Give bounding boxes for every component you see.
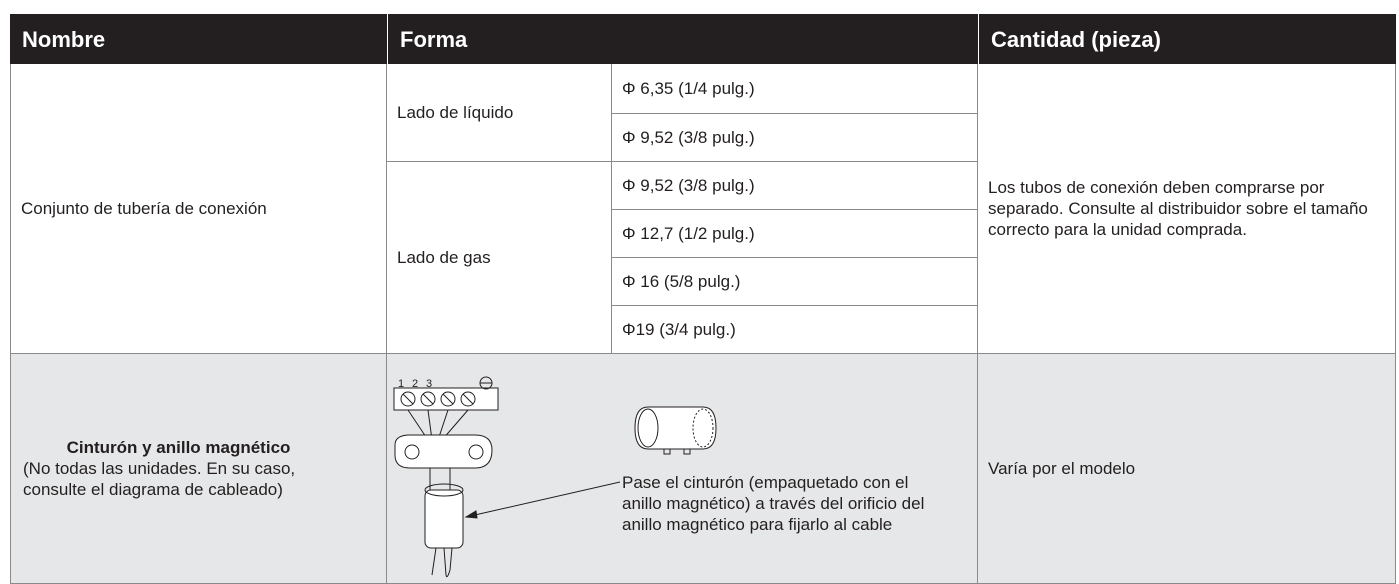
size-cell: Φ 9,52 (3/8 pulg.) [612, 162, 978, 210]
cable [429, 468, 451, 490]
form-text: Pase el cinturón (empaquetado con el ani… [622, 473, 925, 534]
arrow [465, 481, 621, 518]
magnetic-ring [424, 489, 464, 549]
header-cell: Cantidad (pieza) [978, 14, 1396, 64]
header-cell: Forma [387, 14, 978, 64]
quantity-cell: Varía por el modelo [978, 354, 1396, 584]
name-cell: Conjunto de tubería de conexión [10, 64, 387, 354]
side-cell: Lado de gas [387, 162, 612, 354]
wires [407, 409, 469, 441]
item-name: Cinturón y anillo magnético [66, 438, 291, 457]
header-cell: Nombre [10, 14, 387, 64]
cable-end [431, 547, 453, 578]
side-cell: Lado de líquido [387, 64, 612, 162]
terminal-block [393, 387, 499, 411]
name-cell: Cinturón y anillo magnético (No todas la… [10, 354, 387, 584]
terminal-label: 3 [426, 378, 432, 390]
size-cell: Φ 6,35 (1/4 pulg.) [612, 64, 978, 114]
item-note: (No todas las unidades. En su caso, cons… [23, 459, 296, 499]
ring-icon [634, 406, 717, 450]
size-cell: Φ19 (3/4 pulg.) [612, 306, 978, 354]
grommet [394, 434, 493, 469]
size-cell: Φ 12,7 (1/2 pulg.) [612, 210, 978, 258]
terminal-label: 1 [398, 378, 404, 390]
terminals [400, 376, 493, 407]
quantity-cell: Los tubos de conexión deben comprarse po… [978, 64, 1396, 354]
terminal-label: 2 [412, 378, 418, 390]
size-cell: Φ 16 (5/8 pulg.) [612, 258, 978, 306]
size-cell: Φ 9,52 (3/8 pulg.) [612, 114, 978, 162]
